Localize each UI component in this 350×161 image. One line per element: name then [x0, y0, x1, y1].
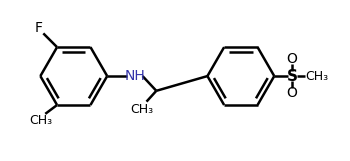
- Text: O: O: [287, 86, 298, 100]
- Text: CH₃: CH₃: [29, 114, 52, 127]
- Text: CH₃: CH₃: [130, 103, 153, 116]
- Text: CH₃: CH₃: [305, 70, 328, 83]
- Text: O: O: [287, 52, 298, 66]
- Text: NH: NH: [124, 69, 145, 83]
- Text: S: S: [286, 69, 297, 84]
- Text: F: F: [34, 21, 42, 35]
